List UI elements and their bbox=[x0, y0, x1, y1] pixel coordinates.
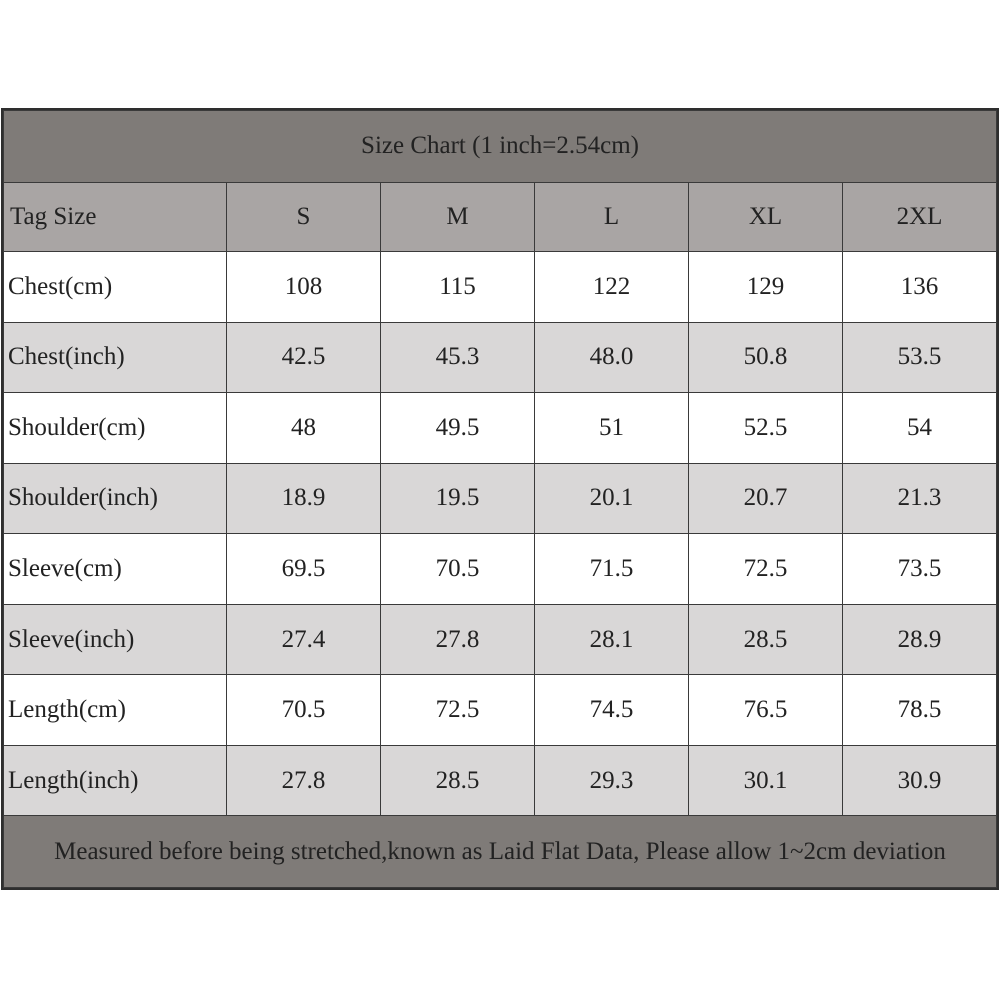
size-header: L bbox=[534, 181, 689, 253]
table-cell: 48.0 bbox=[534, 321, 689, 394]
table-cell: 21.3 bbox=[841, 462, 998, 535]
table-cell: 27.4 bbox=[226, 603, 381, 676]
size-header: M bbox=[380, 181, 535, 253]
table-cell: 122 bbox=[534, 251, 689, 323]
table-cell: 28.9 bbox=[841, 603, 998, 676]
table-cell: 20.7 bbox=[688, 462, 843, 535]
table-cell: 18.9 bbox=[226, 462, 381, 535]
table-cell: 53.5 bbox=[841, 321, 998, 394]
row-label: Length(inch) bbox=[3, 744, 227, 817]
table-cell: 69.5 bbox=[226, 533, 381, 605]
table-cell: 71.5 bbox=[534, 533, 689, 605]
table-cell: 76.5 bbox=[688, 674, 843, 746]
table-cell: 49.5 bbox=[380, 392, 535, 464]
table-cell: 51 bbox=[534, 392, 689, 464]
table-cell: 52.5 bbox=[688, 392, 843, 464]
header-label: Tag Size bbox=[3, 181, 227, 253]
measurement-note: Measured before being stretched,known as… bbox=[2, 815, 998, 888]
table-cell: 30.9 bbox=[841, 744, 998, 817]
table-cell: 73.5 bbox=[841, 533, 998, 605]
table-cell: 28.5 bbox=[380, 744, 535, 817]
note-row: Measured before being stretched,known as… bbox=[2, 815, 998, 888]
size-header: XL bbox=[688, 181, 843, 253]
table-cell: 45.3 bbox=[380, 321, 535, 394]
row-label: Chest(cm) bbox=[3, 251, 227, 323]
table-row: Length(cm) 70.5 72.5 74.5 76.5 78.5 bbox=[3, 674, 998, 746]
table-row: Sleeve(inch) 27.4 27.8 28.1 28.5 28.9 bbox=[3, 603, 998, 676]
table-cell: 74.5 bbox=[534, 674, 689, 746]
table-cell: 28.1 bbox=[534, 603, 689, 676]
row-label: Length(cm) bbox=[3, 674, 227, 746]
table-cell: 129 bbox=[688, 251, 843, 323]
table-cell: 29.3 bbox=[534, 744, 689, 817]
table-cell: 136 bbox=[841, 251, 998, 323]
table-row: Sleeve(cm) 69.5 70.5 71.5 72.5 73.5 bbox=[3, 533, 998, 605]
table-cell: 72.5 bbox=[688, 533, 843, 605]
header-row: Tag Size S M L XL 2XL bbox=[3, 181, 998, 253]
row-label: Chest(inch) bbox=[3, 321, 227, 394]
table-cell: 42.5 bbox=[226, 321, 381, 394]
table-row: Chest(cm) 108 115 122 129 136 bbox=[3, 251, 998, 323]
table-cell: 27.8 bbox=[380, 603, 535, 676]
table-cell: 70.5 bbox=[226, 674, 381, 746]
row-label: Shoulder(cm) bbox=[3, 392, 227, 464]
table-cell: 48 bbox=[226, 392, 381, 464]
table-cell: 20.1 bbox=[534, 462, 689, 535]
size-header: S bbox=[226, 181, 381, 253]
table-row: Shoulder(inch) 18.9 19.5 20.1 20.7 21.3 bbox=[3, 462, 998, 535]
table-cell: 115 bbox=[380, 251, 535, 323]
table-cell: 108 bbox=[226, 251, 381, 323]
table-cell: 28.5 bbox=[688, 603, 843, 676]
row-label: Shoulder(inch) bbox=[3, 462, 227, 535]
table-cell: 27.8 bbox=[226, 744, 381, 817]
table-cell: 78.5 bbox=[841, 674, 998, 746]
table-row: Chest(inch) 42.5 45.3 48.0 50.8 53.5 bbox=[3, 321, 998, 394]
table-cell: 19.5 bbox=[380, 462, 535, 535]
table-cell: 72.5 bbox=[380, 674, 535, 746]
size-header: 2XL bbox=[841, 181, 998, 253]
table-row: Length(inch) 27.8 28.5 29.3 30.1 30.9 bbox=[3, 744, 998, 817]
table-cell: 54 bbox=[841, 392, 998, 464]
table-cell: 70.5 bbox=[380, 533, 535, 605]
chart-title: Size Chart (1 inch=2.54cm) bbox=[2, 110, 998, 183]
table-cell: 30.1 bbox=[688, 744, 843, 817]
row-label: Sleeve(inch) bbox=[3, 603, 227, 676]
table-row: Shoulder(cm) 48 49.5 51 52.5 54 bbox=[3, 392, 998, 464]
table-cell: 50.8 bbox=[688, 321, 843, 394]
title-row: Size Chart (1 inch=2.54cm) bbox=[2, 110, 998, 183]
size-chart: Size Chart (1 inch=2.54cm) Tag Size S M … bbox=[1, 108, 999, 890]
size-chart-table: Size Chart (1 inch=2.54cm) Tag Size S M … bbox=[2, 110, 998, 888]
row-label: Sleeve(cm) bbox=[3, 533, 227, 605]
